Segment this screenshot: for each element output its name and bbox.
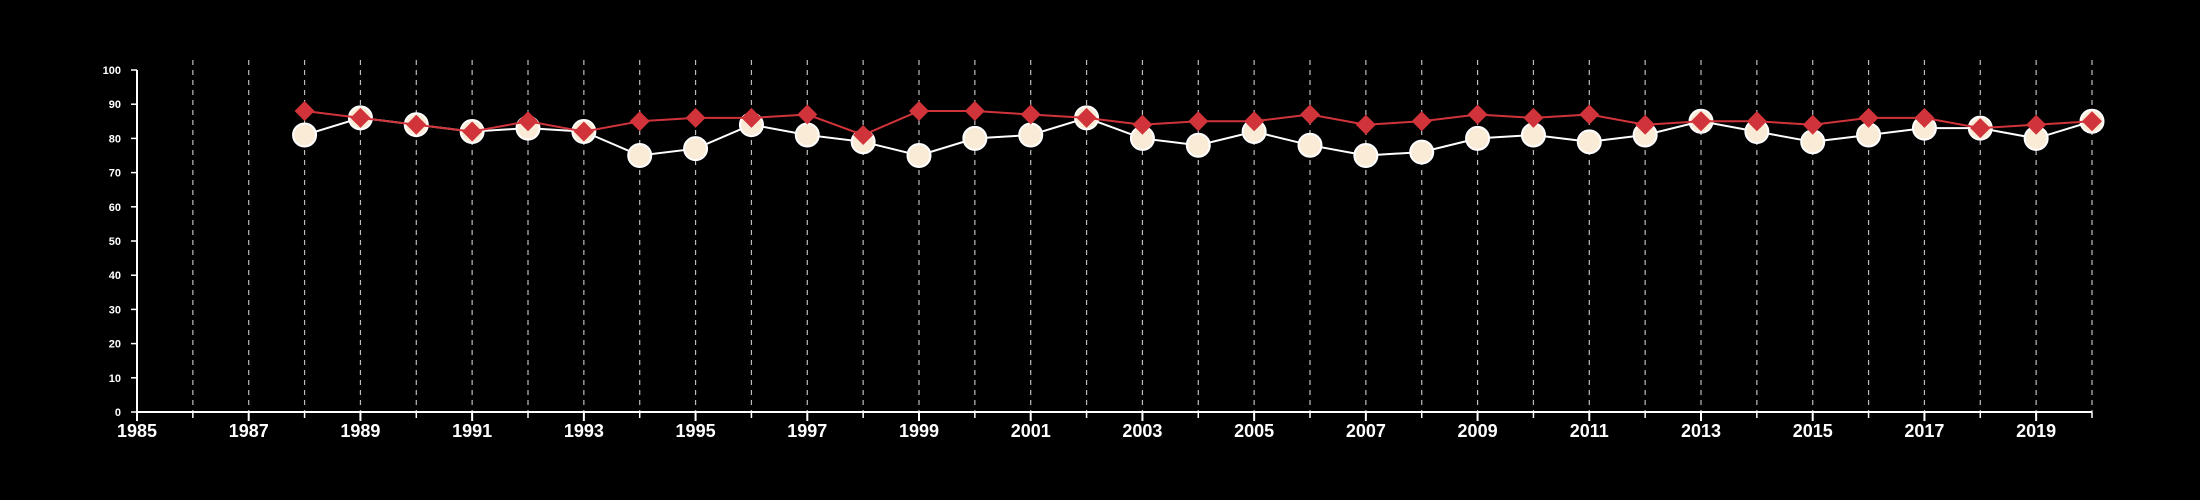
data-point-diamond — [406, 114, 427, 135]
y-tick-label: 60 — [109, 202, 121, 214]
data-point-circle — [794, 122, 820, 148]
data-point-circle — [1465, 125, 1491, 151]
x-tick-label: 1993 — [564, 421, 604, 441]
data-point-diamond — [685, 107, 706, 128]
data-point-circle — [962, 125, 988, 151]
data-point-circle — [683, 136, 709, 162]
data-point-diamond — [741, 107, 762, 128]
data-point-circle — [1018, 122, 1044, 148]
data-point-diamond — [1523, 107, 1544, 128]
y-tick-label: 0 — [115, 407, 121, 419]
x-tick-label: 2009 — [1458, 421, 1498, 441]
data-point-circle — [1297, 132, 1323, 158]
x-tick-label: 2017 — [1904, 421, 1944, 441]
x-tick-label: 1989 — [340, 421, 380, 441]
data-point-diamond — [1300, 104, 1320, 125]
y-tick-label: 30 — [109, 304, 121, 316]
data-point-diamond — [1635, 114, 1656, 135]
x-tick-label: 1985 — [117, 421, 157, 441]
gridlines — [192, 60, 2093, 412]
x-tick-label: 2015 — [1793, 421, 1833, 441]
data-point-diamond — [629, 111, 650, 132]
data-point-diamond — [1691, 111, 1711, 132]
x-tick-label: 2003 — [1122, 421, 1162, 441]
x-tick-label: 1997 — [787, 421, 827, 441]
data-point-diamond — [1132, 114, 1153, 135]
y-tick-label: 100 — [103, 65, 121, 77]
data-point-diamond — [1355, 114, 1376, 135]
data-point-circle — [906, 143, 932, 168]
data-point-diamond — [1579, 104, 1600, 125]
x-tick-label: 2007 — [1346, 421, 1386, 441]
data-point-diamond — [1858, 107, 1879, 128]
data-point-diamond — [1914, 107, 1935, 128]
data-point-diamond — [1746, 111, 1767, 132]
axes: 1985 1987 1989 1991 1993 1995 1997 1999 2001 2003… — [103, 65, 2093, 441]
x-tick-label: 2011 — [1570, 421, 1609, 441]
data-point-diamond — [1020, 104, 1041, 125]
y-tick-label: 90 — [109, 99, 121, 111]
data-point-diamond — [909, 101, 929, 122]
data-point-diamond — [294, 101, 315, 122]
x-tick-label: 1991 — [452, 421, 492, 441]
data-point-diamond — [797, 104, 818, 125]
data-point-circle — [1409, 139, 1435, 165]
y-tick-label: 10 — [109, 373, 121, 385]
data-point-circle — [1576, 129, 1602, 155]
data-point-circle — [1185, 132, 1211, 158]
data-point-diamond — [462, 121, 483, 142]
data-point-circle — [1353, 143, 1379, 168]
data-point-diamond — [2026, 114, 2047, 135]
data-point-diamond — [1802, 114, 1823, 135]
data-point-diamond — [1970, 118, 1991, 139]
x-tick-label: 2005 — [1234, 421, 1274, 441]
series — [292, 101, 2105, 168]
y-tick-label: 40 — [109, 270, 121, 282]
y-tick-label: 50 — [109, 236, 121, 248]
data-point-diamond — [1411, 111, 1432, 132]
data-point-circle — [292, 122, 318, 148]
x-tick-label: 2019 — [2016, 421, 2056, 441]
series-circle — [292, 105, 2105, 168]
x-tick-label: 1987 — [229, 421, 269, 441]
x-tick-label: 1995 — [676, 421, 716, 441]
data-point-diamond — [1188, 111, 1209, 132]
data-point-diamond — [853, 124, 874, 145]
y-tick-label: 70 — [109, 168, 121, 180]
data-point-diamond — [1244, 111, 1265, 132]
data-point-diamond — [518, 111, 538, 132]
x-tick-label: 2013 — [1681, 421, 1721, 441]
x-tick-label: 1999 — [899, 421, 939, 441]
data-point-diamond — [1076, 107, 1097, 128]
data-point-diamond — [573, 121, 594, 142]
data-point-diamond — [2082, 111, 2102, 132]
data-point-diamond — [1467, 104, 1488, 125]
data-point-circle — [627, 143, 653, 168]
y-tick-label: 80 — [109, 133, 121, 145]
data-point-diamond — [350, 107, 371, 128]
series-diamond — [294, 101, 2102, 145]
x-tick-label: 2001 — [1011, 421, 1051, 441]
data-point-diamond — [964, 101, 985, 122]
y-tick-label: 20 — [109, 339, 121, 351]
